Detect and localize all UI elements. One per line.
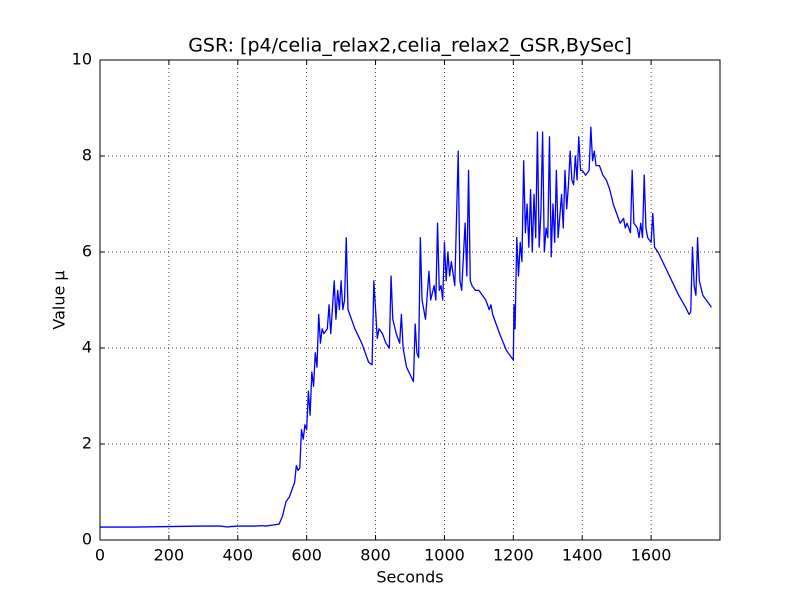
y-tick-label: 2 bbox=[82, 434, 92, 453]
y-tick-label: 8 bbox=[82, 146, 92, 165]
x-tick-label: 200 bbox=[154, 546, 185, 565]
x-axis-label: Seconds bbox=[376, 568, 443, 587]
y-tick-label: 10 bbox=[72, 50, 92, 69]
x-tick-label: 0 bbox=[95, 546, 105, 565]
x-tick-label: 400 bbox=[223, 546, 254, 565]
y-tick-label: 0 bbox=[82, 530, 92, 549]
x-tick-label: 600 bbox=[291, 546, 322, 565]
data-line bbox=[100, 126, 712, 528]
x-tick-label: 1400 bbox=[562, 546, 603, 565]
x-tick-label: 800 bbox=[360, 546, 391, 565]
y-tick-label: 4 bbox=[82, 338, 92, 357]
y-tick-label: 6 bbox=[82, 242, 92, 261]
chart-title: GSR: [p4/celia_relax2,celia_relax2_GSR,B… bbox=[188, 35, 632, 57]
x-tick-label: 1000 bbox=[424, 546, 465, 565]
plot-frame bbox=[99, 59, 721, 541]
x-tick-label: 1200 bbox=[493, 546, 534, 565]
y-axis-label: Value µ bbox=[50, 270, 69, 329]
x-tick-label: 1600 bbox=[631, 546, 672, 565]
